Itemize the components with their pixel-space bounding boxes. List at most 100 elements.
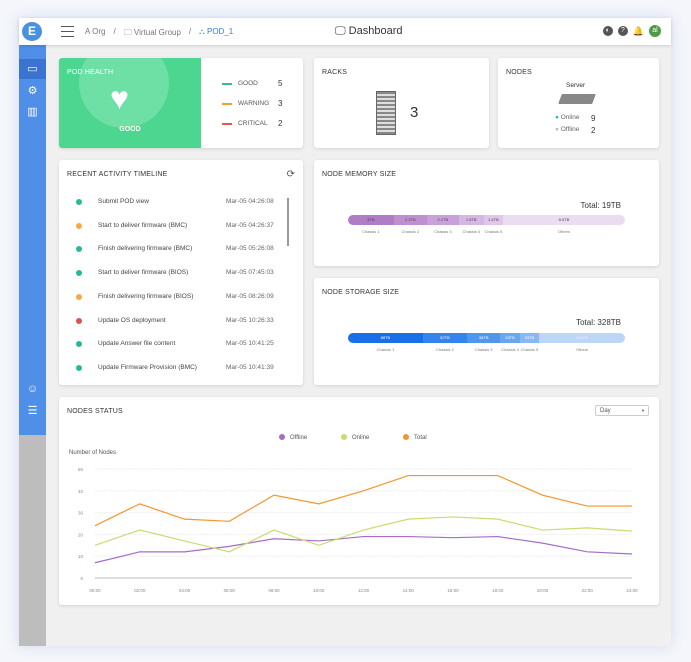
x-tick-label: 12:00 (358, 588, 370, 593)
x-tick-label: 06:00 (224, 588, 236, 593)
racks-card[interactable]: RACKS 3 (314, 58, 489, 148)
segment-label: Others (576, 347, 589, 352)
breadcrumb: A Org / 🗀 Virtual Group / ⛬ POD_1 (85, 27, 233, 41)
y-tick-label: 50 (78, 467, 84, 472)
top-bar: E A Org / 🗀 Virtual Group / ⛬ POD_1 🖵 Dash… (19, 18, 671, 45)
folder-icon: 🗀 (123, 28, 134, 37)
legend-critical: CRITICAL 2 (222, 119, 312, 128)
theme-toggle-icon[interactable]: ◐ (602, 26, 613, 36)
pod-health-card: POD HEALTH ♥ GOOD GOOD 5 WARNING 3 CRITICA… (59, 58, 303, 148)
segment-label: Chassis 2 (401, 229, 420, 234)
activity-timeline-card: RECENT ACTIVITY TIMELINE ⟳ Submit POD vi… (59, 160, 303, 385)
x-tick-label: 22:00 (582, 588, 594, 593)
nodes-status-chart: Offline Online Total Number of Nodes 0 10 20 30… (69, 434, 638, 593)
storage-total: Total: 328TB (576, 318, 621, 327)
server-icon (558, 94, 596, 104)
x-tick-label: 16:00 (447, 588, 459, 593)
breadcrumb-group[interactable]: 🗀 Virtual Group (123, 28, 181, 37)
bar-segment[interactable]: 2.2TB (393, 215, 427, 225)
legend-marker (341, 434, 347, 440)
avatar[interactable]: al (649, 25, 661, 37)
heart-icon: ♥ (110, 80, 129, 116)
bell-icon[interactable]: 🔔 (632, 25, 644, 36)
status-dot-icon (76, 222, 82, 229)
app-logo[interactable]: E (22, 22, 42, 41)
nodes-card[interactable]: NODES Server ● Online 9 ● Offline 2 (498, 58, 659, 148)
gear-icon[interactable]: ⚙ (27, 85, 38, 97)
help-icon[interactable]: ? (617, 26, 628, 36)
x-tick-label: 24:00 (626, 588, 638, 593)
memory-card: NODE MEMORY SIZE Total: 19TB 3TB 2.2TB 2.1… (314, 160, 659, 266)
status-dot-icon (76, 364, 82, 371)
segment-label: Chassis 2 (436, 347, 454, 352)
timeline-item: Start to deliver firmware (BMC) Mar-05 04… (76, 222, 276, 229)
bar-segment[interactable]: 1.6TB (458, 215, 484, 225)
page-title: 🖵 Dashboard (335, 25, 403, 37)
pod-icon: ⛬ (199, 27, 207, 36)
bar-segment[interactable]: 52TB (422, 333, 468, 343)
refresh-icon[interactable]: ⟳ (286, 169, 295, 180)
status-dot-icon (76, 317, 82, 324)
memory-bar: 3TB 2.2TB 2.1TB 1.6TB 1.4TB 8.5TB (348, 215, 625, 225)
y-tick-label: 40 (78, 489, 84, 494)
bar-segment[interactable]: 3TB (348, 215, 394, 225)
legend-warning: WARNING 3 (222, 99, 312, 108)
series-line-total (94, 474, 632, 527)
bar-segment[interactable]: 8.5TB (503, 215, 625, 225)
dashboard-monitor-icon[interactable]: ▭ (27, 63, 38, 75)
chart-icon[interactable]: ▥ (27, 106, 38, 118)
legend-marker (279, 434, 285, 440)
x-tick-label: 02:00 (134, 588, 146, 593)
segment-label: Others (558, 229, 571, 234)
range-select[interactable]: Day ▼ (595, 405, 649, 416)
x-tick-label: 14:00 (403, 588, 415, 593)
status-dot-icon (76, 199, 82, 205)
sidebar: ▭ ⚙ ▥ ☺ ☰ (19, 45, 46, 646)
segment-label: Chassis 1 (362, 229, 380, 234)
hamburger-menu-icon[interactable] (61, 26, 74, 37)
status-dot-icon (76, 293, 82, 300)
y-axis-label: Number of Nodes (69, 450, 116, 456)
x-tick-label: 10:00 (313, 588, 325, 593)
x-tick-label: 00:00 (89, 588, 101, 593)
breadcrumb-org[interactable]: A Org (85, 27, 106, 36)
bar-segment[interactable]: 88TB (348, 333, 423, 343)
legend-label[interactable]: Total (414, 435, 427, 441)
scrollbar[interactable] (287, 198, 289, 246)
legend-label[interactable]: Offline (290, 435, 308, 441)
segment-label: Chassis 3 (434, 229, 452, 234)
status-dot-icon (76, 246, 82, 253)
x-tick-label: 18:00 (492, 588, 504, 593)
bar-segment[interactable]: 23TB (519, 333, 540, 343)
timeline-item: Update Firmware Provision (BMC) Mar-05 10… (76, 364, 276, 371)
chevron-down-icon: ▼ (641, 408, 645, 413)
timeline-item: Update OS deployment Mar-05 10:26:33 (76, 317, 276, 324)
users-icon[interactable]: ☺ (26, 383, 39, 395)
legend-good: GOOD 5 (222, 79, 312, 88)
nodes-status-card: NODES STATUS Day ▼ Offline Online Total Numb… (59, 397, 659, 605)
bar-segment[interactable]: 1.4TB (483, 215, 504, 225)
health-status: GOOD (119, 126, 141, 133)
status-dot-icon (76, 270, 82, 277)
series-line-online (94, 516, 633, 553)
segment-label: Chassis 5 (520, 347, 539, 352)
x-tick-label: 04:00 (179, 588, 191, 593)
legend-label[interactable]: Online (352, 435, 370, 441)
status-dot-icon (76, 341, 82, 348)
offline-count: ● Offline 2 (555, 126, 596, 135)
series-line-offline (94, 535, 633, 564)
server-icon[interactable]: ☰ (27, 405, 38, 417)
app-window: E A Org / 🗀 Virtual Group / ⛬ POD_1 🖵 Dash… (19, 18, 671, 646)
timeline-item: Start to deliver firmware (BIOS) Mar-05 0… (76, 269, 276, 277)
bar-segment[interactable]: 104TB (539, 333, 625, 343)
segment-label: Chassis 5 (484, 229, 503, 234)
rack-count: 3 (410, 104, 419, 121)
breadcrumb-pod[interactable]: ⛬ POD_1 (199, 27, 234, 36)
monitor-icon: 🖵 (335, 25, 349, 37)
timeline-item: Finish delivering firmware (BMC) Mar-05 0… (76, 245, 276, 253)
segment-label: Chassis 4 (462, 229, 481, 234)
storage-card: NODE STORAGE SIZE Total: 328TB 88TB 52TB 3… (314, 278, 659, 385)
bar-segment[interactable]: 38TB (467, 333, 501, 343)
bar-segment[interactable]: 23TB (500, 333, 520, 343)
bar-segment[interactable]: 2.1TB (426, 215, 459, 225)
